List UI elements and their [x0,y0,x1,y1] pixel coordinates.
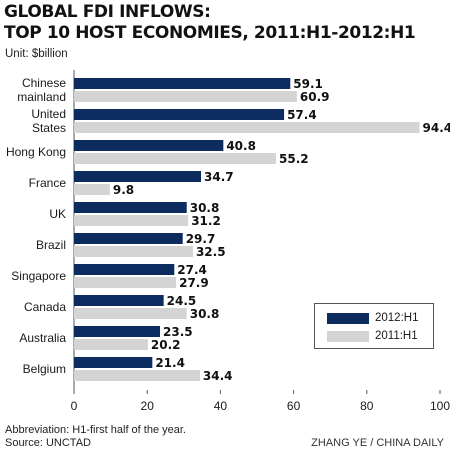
bar-2012 [74,171,202,182]
bar-2012 [74,109,285,120]
value-label-2011: 94.4 [423,121,450,135]
bar-2012 [74,295,164,306]
chart-title-line-1: GLOBAL FDI INFLOWS: [4,2,211,22]
category-label: mainland [17,90,66,104]
value-label-2012: 34.7 [204,170,234,184]
bar-2012 [74,78,291,89]
bar-2012 [74,326,161,337]
value-label-2011: 9.8 [113,183,134,197]
legend-item-2011: 2011:H1 [327,330,418,342]
bar-2011 [74,370,200,381]
x-tick-label: 0 [71,399,78,413]
bar-2011 [74,184,110,195]
bar-2012 [74,264,175,275]
category-label: Singapore [11,269,66,283]
legend: 2012:H1 2011:H1 [314,303,434,349]
x-tick-label: 60 [287,399,301,413]
bar-2011 [74,246,193,257]
value-label-2012: 59.1 [293,77,323,91]
value-label-2011: 31.2 [191,214,221,228]
legend-item-2012: 2012:H1 [327,312,418,324]
value-label-2012: 21.4 [155,356,185,370]
bar-2012 [74,140,224,151]
bar-2011 [74,308,187,319]
value-label-2012: 40.8 [226,139,256,153]
source-note: Source: UNCTAD [5,437,91,449]
bar-2011 [74,339,148,350]
category-label: Belgium [23,362,66,376]
credit-line: ZHANG YE / CHINA DAILY [311,437,444,449]
bar-2011 [74,215,189,226]
bar-2012 [74,202,187,213]
value-label-2012: 29.7 [186,232,216,246]
bar-2011 [74,153,277,164]
category-label: United [31,107,66,121]
category-label: France [29,176,67,190]
bar-2011 [74,91,297,102]
category-label: States [32,121,66,135]
x-tick-label: 20 [141,399,155,413]
value-label-2012: 57.4 [287,108,317,122]
value-label-2012: 23.5 [163,325,193,339]
unit-label: Unit: $billion [5,48,68,60]
x-tick-label: 40 [214,399,228,413]
value-label-2012: 27.4 [177,263,207,277]
category-label: Brazil [36,238,66,252]
value-label-2012: 24.5 [167,294,197,308]
value-label-2011: 20.2 [151,338,181,352]
bar-2012 [74,233,183,244]
bar-2011 [74,122,420,133]
category-label: UK [49,207,66,221]
footnote: Abbreviation: H1-first half of the year. [5,424,186,436]
x-tick-label: 80 [360,399,374,413]
x-tick-label: 100 [430,399,450,413]
category-label: Australia [19,331,66,345]
chart-title-line-2: TOP 10 HOST ECONOMIES, 2011:H1-2012:H1 [4,23,416,43]
legend-swatch-2012 [327,312,369,324]
value-label-2011: 32.5 [196,245,226,259]
value-label-2011: 60.9 [300,90,330,104]
category-label: Chinese [22,76,66,90]
value-label-2011: 27.9 [179,276,209,290]
value-label-2011: 30.8 [190,307,220,321]
value-label-2011: 55.2 [279,152,309,166]
bar-2011 [74,277,177,288]
value-label-2011: 34.4 [203,369,233,383]
legend-label-2012: 2012:H1 [375,312,419,324]
category-label: Canada [24,300,66,314]
legend-swatch-2011 [327,330,369,342]
category-label: Hong Kong [6,145,66,159]
legend-label-2011: 2011:H1 [375,330,418,342]
value-label-2012: 30.8 [190,201,220,215]
bar-2012 [74,357,153,368]
